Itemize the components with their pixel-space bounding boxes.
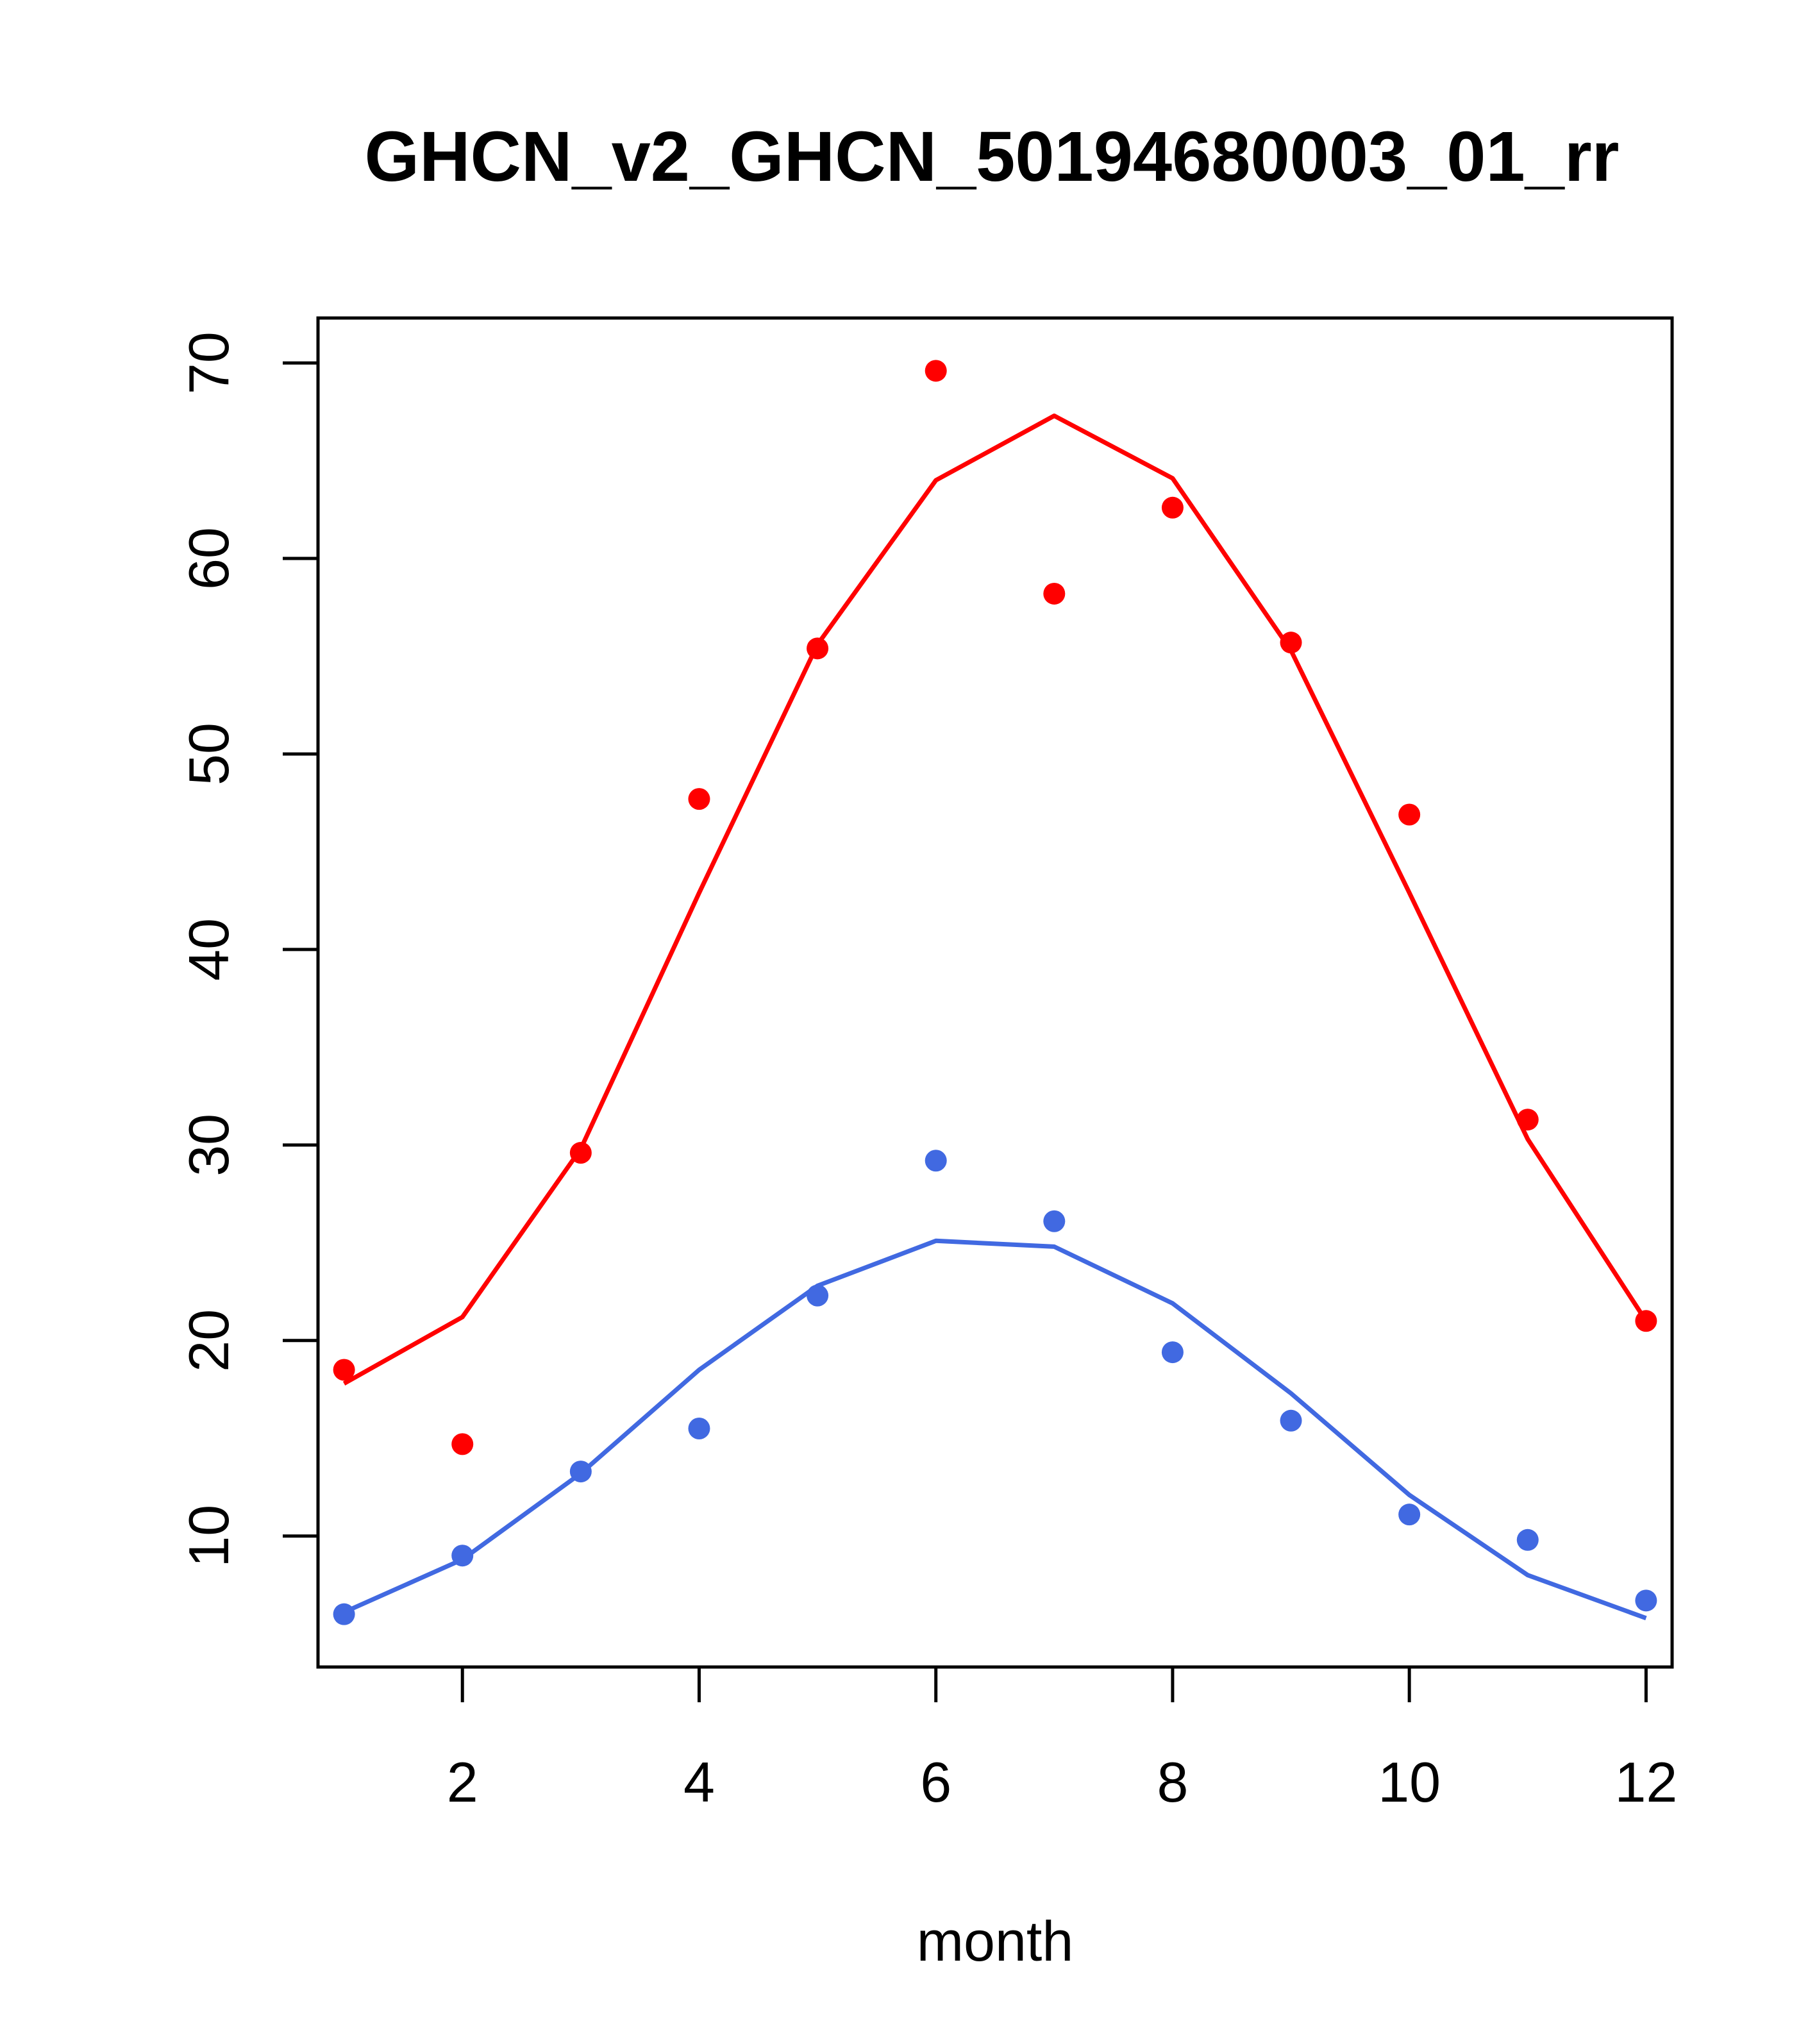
data-point xyxy=(1161,1341,1184,1364)
data-point xyxy=(1280,632,1302,654)
series-layer xyxy=(333,360,1657,1625)
x-tick-label: 12 xyxy=(1614,1750,1677,1814)
data-point xyxy=(1043,1210,1066,1232)
y-tick-label: 50 xyxy=(177,723,240,785)
series-line xyxy=(343,1238,1647,1621)
data-point xyxy=(1635,1589,1657,1612)
x-axis: 2 4 6 8 10 12 xyxy=(447,1667,1677,1814)
data-point xyxy=(333,1603,355,1625)
plot-frame xyxy=(316,316,1674,1669)
y-tick-label: 10 xyxy=(177,1505,240,1568)
data-point xyxy=(1043,582,1066,605)
data-point xyxy=(569,1142,592,1164)
series-2 xyxy=(333,1150,1657,1625)
series-1 xyxy=(333,360,1657,1455)
data-point xyxy=(1398,803,1421,826)
y-tick-label: 60 xyxy=(177,527,240,590)
y-tick-label: 70 xyxy=(177,331,240,394)
data-point xyxy=(1635,1310,1657,1332)
x-tick-label: 8 xyxy=(1157,1750,1188,1814)
data-point xyxy=(451,1433,474,1455)
x-tick-label: 2 xyxy=(447,1750,478,1814)
data-point xyxy=(1516,1529,1539,1551)
y-tick-label: 40 xyxy=(177,918,240,981)
data-point xyxy=(1280,1409,1302,1432)
data-point xyxy=(333,1359,355,1381)
data-point xyxy=(451,1545,474,1567)
data-point xyxy=(688,788,710,810)
data-point xyxy=(1161,496,1184,519)
data-point xyxy=(925,1150,947,1172)
data-point xyxy=(688,1417,710,1439)
data-point xyxy=(1398,1504,1421,1526)
chart-title: GHCN_v2_GHCN_50194680003_01_rr xyxy=(365,117,1620,196)
y-tick-label: 20 xyxy=(177,1309,240,1372)
series-line xyxy=(342,414,1648,1386)
data-point xyxy=(569,1461,592,1483)
y-tick-label: 30 xyxy=(177,1114,240,1177)
data-point xyxy=(1516,1109,1539,1131)
x-axis-label: month xyxy=(917,1909,1074,1973)
data-point xyxy=(807,1284,829,1307)
y-axis: 10 20 30 40 50 60 70 xyxy=(177,331,318,1568)
data-point xyxy=(807,637,829,660)
x-tick-label: 4 xyxy=(683,1750,715,1814)
x-tick-label: 10 xyxy=(1378,1750,1441,1814)
x-tick-label: 6 xyxy=(920,1750,951,1814)
data-point xyxy=(925,360,947,382)
